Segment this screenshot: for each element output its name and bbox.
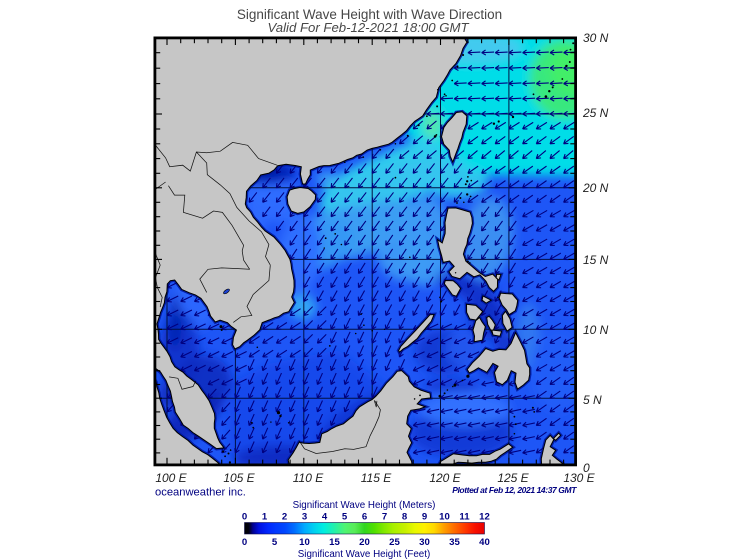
svg-text:5 N: 5 N [583, 393, 602, 407]
svg-text:8: 8 [402, 512, 408, 523]
svg-text:30 N: 30 N [583, 31, 609, 45]
svg-text:oceanweather inc.: oceanweather inc. [155, 487, 246, 499]
svg-text:Significant Wave Height (Feet): Significant Wave Height (Feet) [298, 549, 431, 560]
svg-text:Significant Wave Height with W: Significant Wave Height with Wave Direct… [237, 7, 502, 22]
svg-text:5: 5 [342, 512, 348, 523]
svg-text:125 E: 125 E [497, 471, 529, 485]
svg-text:4: 4 [322, 512, 328, 523]
svg-text:10: 10 [439, 512, 450, 523]
svg-text:25: 25 [389, 537, 400, 548]
svg-text:110 E: 110 E [293, 471, 324, 485]
svg-text:130 E: 130 E [563, 471, 595, 485]
svg-text:25 N: 25 N [582, 106, 609, 120]
svg-text:5: 5 [272, 537, 278, 548]
svg-text:Plotted at Feb 12, 2021 14:37: Plotted at Feb 12, 2021 14:37 GMT [452, 485, 577, 495]
svg-text:12: 12 [479, 512, 490, 523]
svg-text:15 N: 15 N [583, 253, 609, 267]
svg-text:1: 1 [262, 512, 268, 523]
svg-text:35: 35 [449, 537, 460, 548]
svg-text:0: 0 [242, 537, 247, 548]
svg-text:9: 9 [422, 512, 427, 523]
svg-text:7: 7 [382, 512, 387, 523]
svg-text:Significant Wave Height (Meter: Significant Wave Height (Meters) [293, 500, 436, 511]
svg-text:115 E: 115 E [361, 471, 392, 485]
svg-text:0: 0 [242, 512, 247, 523]
svg-text:20: 20 [359, 537, 370, 548]
svg-text:3: 3 [302, 512, 307, 523]
svg-text:0: 0 [583, 461, 590, 475]
svg-text:6: 6 [362, 512, 367, 523]
svg-text:20 N: 20 N [582, 181, 609, 195]
svg-text:40: 40 [479, 537, 490, 548]
svg-text:10 N: 10 N [583, 323, 609, 337]
svg-text:2: 2 [282, 512, 287, 523]
svg-text:11: 11 [459, 512, 470, 523]
svg-text:10: 10 [299, 537, 310, 548]
svg-text:15: 15 [329, 537, 340, 548]
svg-text:105 E: 105 E [223, 471, 255, 485]
svg-text:Valid For Feb-12-2021 18:00 GM: Valid For Feb-12-2021 18:00 GMT [267, 20, 469, 35]
svg-text:100 E: 100 E [155, 471, 187, 485]
svg-text:30: 30 [419, 537, 430, 548]
svg-text:120 E: 120 E [429, 471, 461, 485]
